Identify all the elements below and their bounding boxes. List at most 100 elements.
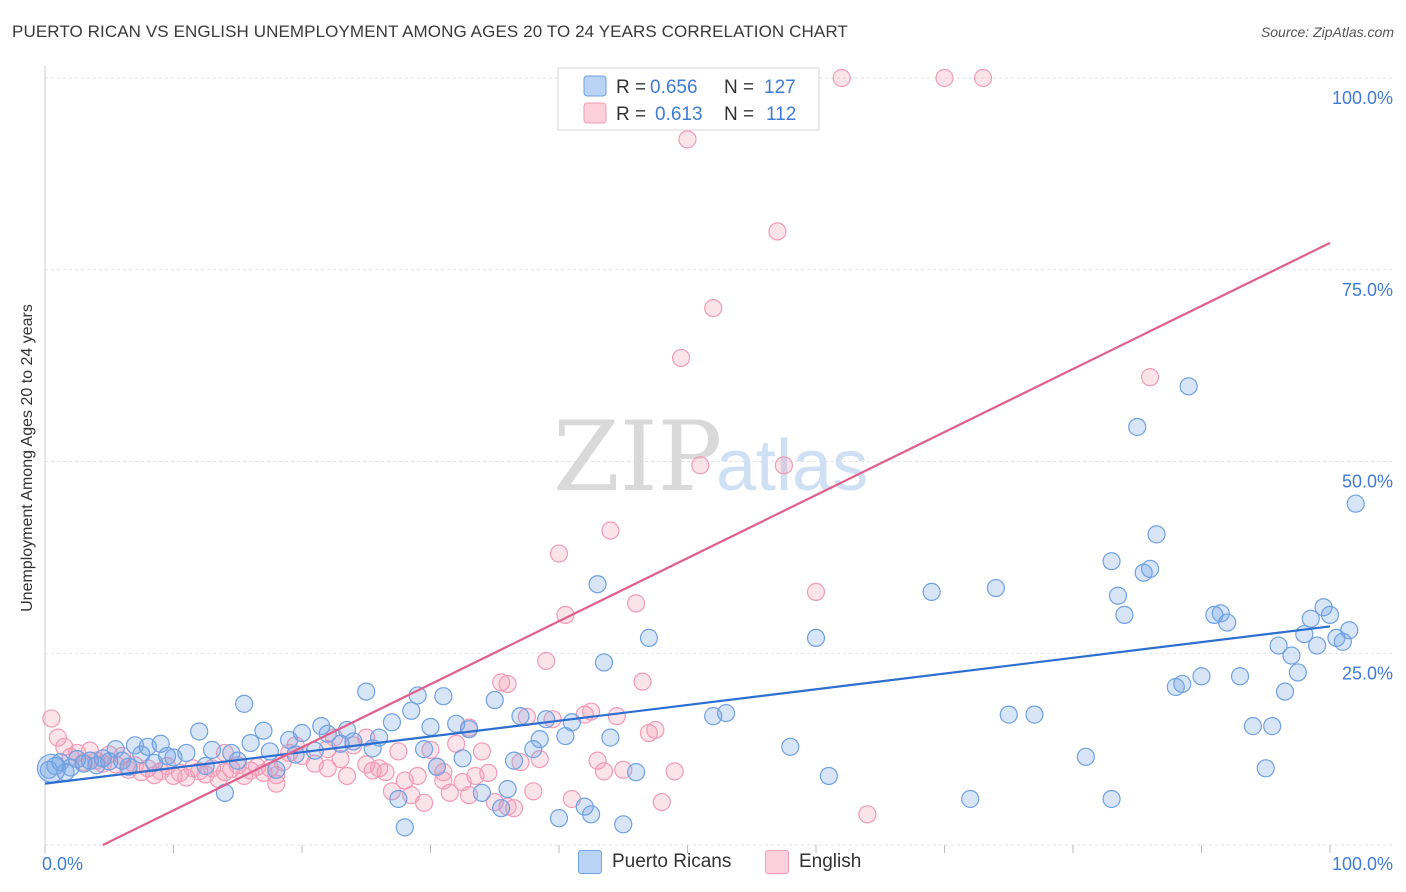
puerto-rican-point [1076, 747, 1095, 766]
puerto-rican-point [1282, 646, 1301, 665]
puerto-rican-point [492, 799, 511, 818]
puerto-rican-point [1333, 632, 1352, 651]
puerto-rican-point [177, 743, 196, 763]
english-point [774, 456, 793, 475]
legend-r-value-1: 0.656 [650, 77, 698, 98]
english-point [267, 774, 286, 793]
puerto-rican-point [421, 717, 440, 736]
legend-n-label-2: N = [724, 104, 754, 125]
legend-r-label-1: R = [616, 77, 646, 98]
legend-n-label-1: N = [724, 77, 754, 98]
english-point [48, 728, 67, 747]
puerto-rican-point [382, 713, 402, 732]
puerto-rican-point [1173, 674, 1192, 694]
puerto-rican-point [472, 783, 491, 802]
english-point [537, 651, 556, 671]
english-point [549, 544, 569, 563]
puerto-rican-point [1275, 682, 1295, 701]
x-tick-labels: 0.0% 100.0% [42, 854, 1393, 874]
puerto-rican-point [190, 722, 209, 741]
bottom-legend: Puerto Ricans English [0, 850, 1406, 880]
source-label: Source: ZipAtlas.com [1260, 24, 1394, 40]
puerto-rican-point [453, 749, 472, 768]
puerto-rican-point [202, 740, 222, 759]
legend-swatch-pink [583, 102, 607, 124]
english-point [646, 720, 665, 740]
puerto-rican-points [36, 377, 1365, 837]
english-point [768, 222, 787, 241]
english-point [479, 763, 498, 783]
english-point [498, 797, 517, 816]
puerto-rican-point [1140, 559, 1160, 578]
puerto-rican-point [1340, 621, 1359, 640]
x-tick-label: 0.0% [42, 854, 83, 874]
puerto-rican-point [241, 733, 260, 753]
puerto-rican-point [119, 757, 138, 776]
legend-box: R = 0.656 N = 127 R = 0.613 N = 112 [557, 67, 820, 131]
english-point [42, 709, 61, 728]
puerto-rican-point [1256, 759, 1275, 778]
puerto-rican-point [806, 628, 826, 648]
english-point [973, 68, 993, 88]
puerto-rican-point [601, 728, 620, 747]
puerto-rican-point [498, 779, 517, 799]
english-point [337, 766, 357, 786]
puerto-rican-point [1230, 667, 1250, 686]
puerto-rican-point [986, 578, 1006, 598]
english-point [704, 299, 723, 318]
puerto-rican-point [1115, 605, 1134, 625]
english-point [530, 749, 549, 769]
puerto-rican-point [1102, 552, 1121, 571]
puerto-rican-point [961, 789, 980, 809]
puerto-rican-point [922, 582, 941, 601]
legend-label-puerto-ricans: Puerto Ricans [612, 851, 732, 872]
english-point [607, 707, 626, 726]
puerto-rican-point [1108, 586, 1128, 605]
puerto-rican-point [1179, 377, 1198, 396]
legend-swatch-english [765, 850, 789, 874]
puerto-rican-point [254, 721, 273, 740]
puerto-rican-point [530, 730, 549, 749]
puerto-rican-point [1128, 417, 1147, 437]
watermark-zip: ZIP [553, 401, 722, 513]
english-point [588, 751, 607, 770]
puerto-rican-point [485, 690, 504, 710]
puerto-rican-point [36, 753, 67, 783]
english-point [504, 799, 524, 818]
legend-item-puerto-ricans: Puerto Ricans [578, 850, 731, 874]
english-point [331, 749, 350, 769]
english-point [806, 582, 826, 601]
english-point [543, 710, 562, 729]
puerto-rican-point [235, 694, 254, 713]
puerto-rican-point [459, 720, 479, 739]
english-point [414, 793, 434, 812]
puerto-rican-point [357, 682, 376, 701]
puerto-rican-trend-line [44, 625, 1331, 785]
english-trend-line [102, 241, 1331, 846]
puerto-rican-point [1346, 494, 1365, 513]
puerto-rican-point [511, 707, 530, 726]
english-point [376, 763, 395, 782]
english-point [498, 674, 517, 694]
puerto-rican-point [594, 653, 614, 672]
english-point [601, 521, 620, 540]
puerto-rican-point [106, 740, 125, 759]
puerto-rican-point [639, 628, 659, 648]
english-point [594, 762, 614, 781]
puerto-rican-point [781, 737, 800, 756]
english-point [524, 782, 543, 801]
puerto-rican-point [588, 575, 607, 594]
puerto-rican-point [1147, 525, 1166, 544]
english-point [421, 740, 440, 759]
english-point [318, 759, 337, 778]
english-point [652, 792, 671, 812]
puerto-rican-point [414, 740, 434, 759]
puerto-rican-point [716, 703, 736, 723]
puerto-rican-point [614, 815, 633, 834]
y-tick-labels: 100.0% 75.0% 50.0% 25.0% [1332, 88, 1393, 683]
legend-n-value-2: 112 [766, 104, 796, 125]
english-point [858, 805, 877, 824]
y-tick-label: 100.0% [1332, 88, 1393, 108]
puerto-rican-point [267, 760, 286, 779]
